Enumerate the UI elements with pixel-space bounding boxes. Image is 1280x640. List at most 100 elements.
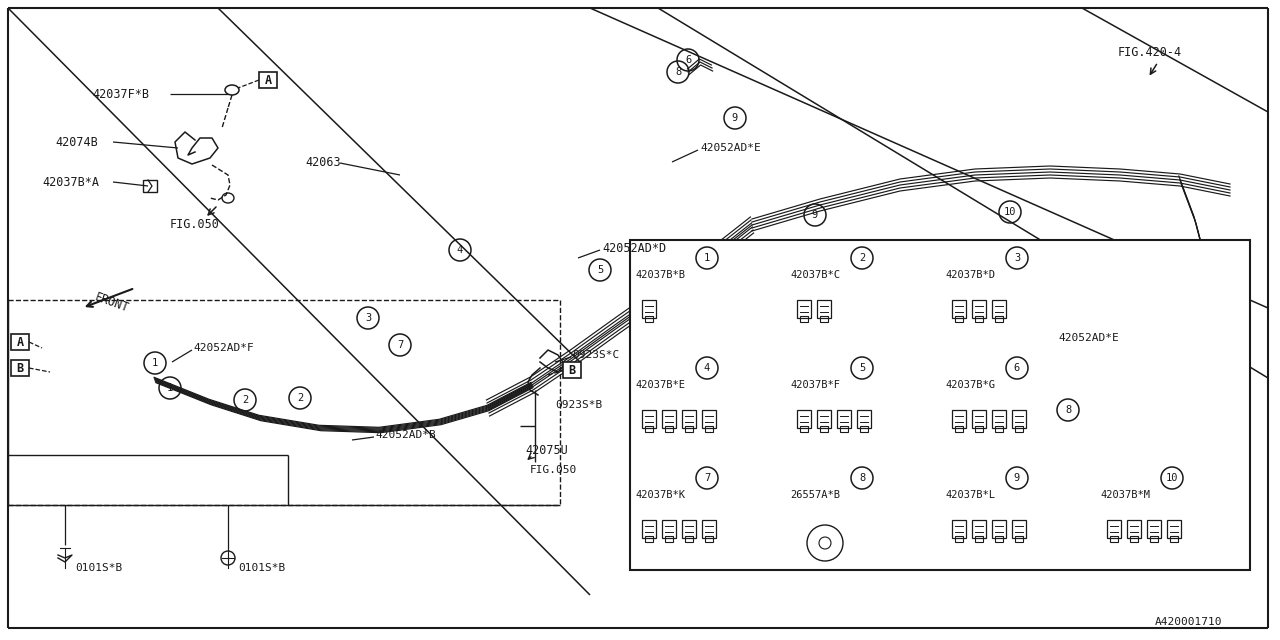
Bar — [992, 410, 1006, 428]
Text: FRONT: FRONT — [92, 291, 131, 316]
Bar — [797, 300, 812, 318]
Bar — [682, 520, 696, 538]
Text: FIG.050: FIG.050 — [530, 465, 577, 475]
Text: 42037B*C: 42037B*C — [790, 270, 840, 280]
Bar — [837, 410, 851, 428]
Bar — [645, 316, 653, 322]
Bar — [705, 536, 713, 542]
Text: 2: 2 — [297, 393, 303, 403]
Bar — [800, 316, 808, 322]
Bar — [1015, 426, 1023, 432]
Bar — [643, 410, 657, 428]
Bar — [1107, 520, 1121, 538]
Bar — [820, 426, 828, 432]
Bar — [643, 520, 657, 538]
Text: 42037B*L: 42037B*L — [945, 490, 995, 500]
Bar — [662, 410, 676, 428]
Bar — [817, 410, 831, 428]
Text: 0101S*B: 0101S*B — [238, 563, 285, 573]
Bar — [992, 520, 1006, 538]
Bar — [1126, 520, 1140, 538]
Bar — [995, 426, 1004, 432]
Text: 10: 10 — [1166, 473, 1179, 483]
Text: 7: 7 — [397, 340, 403, 350]
Text: 42037B*E: 42037B*E — [635, 380, 685, 390]
Bar — [972, 520, 986, 538]
Bar — [705, 426, 713, 432]
Bar — [952, 520, 966, 538]
Text: 42063: 42063 — [305, 157, 340, 170]
Bar — [682, 410, 696, 428]
Text: 6: 6 — [1014, 363, 1020, 373]
Bar — [955, 316, 963, 322]
Bar — [860, 426, 868, 432]
Text: 42052AD*B: 42052AD*B — [375, 430, 435, 440]
Text: A: A — [265, 74, 271, 86]
Bar — [820, 316, 828, 322]
Text: FIG.050: FIG.050 — [170, 218, 220, 232]
Bar — [666, 536, 673, 542]
Bar — [1149, 536, 1158, 542]
Text: 0101S*B: 0101S*B — [76, 563, 123, 573]
Bar — [817, 300, 831, 318]
Bar — [685, 536, 692, 542]
Bar — [995, 316, 1004, 322]
Bar — [1167, 520, 1181, 538]
Bar — [701, 520, 716, 538]
Bar — [972, 300, 986, 318]
Text: 4: 4 — [457, 245, 463, 255]
Bar — [645, 426, 653, 432]
Bar — [563, 362, 581, 378]
Text: 1: 1 — [166, 383, 173, 393]
Bar — [992, 300, 1006, 318]
Bar — [143, 180, 157, 192]
Text: 5: 5 — [596, 265, 603, 275]
Text: 0923S*C: 0923S*C — [572, 350, 620, 360]
Text: 42037B*M: 42037B*M — [1100, 490, 1149, 500]
Text: 1: 1 — [152, 358, 159, 368]
Text: B: B — [17, 362, 23, 374]
Bar — [955, 536, 963, 542]
Bar — [12, 360, 29, 376]
Text: 9: 9 — [732, 113, 739, 123]
Bar — [685, 426, 692, 432]
Text: 42052AD*E: 42052AD*E — [700, 143, 760, 153]
Text: 7: 7 — [704, 473, 710, 483]
Text: 8: 8 — [1065, 405, 1071, 415]
Bar — [797, 410, 812, 428]
Text: 0923S*B: 0923S*B — [556, 400, 603, 410]
Text: B: B — [568, 364, 576, 376]
Text: 4: 4 — [704, 363, 710, 373]
Text: 3: 3 — [365, 313, 371, 323]
Text: 42037B*D: 42037B*D — [945, 270, 995, 280]
Bar — [995, 536, 1004, 542]
Text: 3: 3 — [1014, 253, 1020, 263]
Bar — [1015, 536, 1023, 542]
Text: 42075U: 42075U — [525, 444, 568, 456]
Bar — [955, 426, 963, 432]
Bar — [1012, 410, 1027, 428]
Text: 42037B*G: 42037B*G — [945, 380, 995, 390]
Text: A: A — [17, 335, 23, 349]
Text: 9: 9 — [812, 210, 818, 220]
Bar — [701, 410, 716, 428]
Bar — [975, 316, 983, 322]
Bar — [800, 426, 808, 432]
Bar — [662, 520, 676, 538]
Bar — [1012, 520, 1027, 538]
Text: 42052AD*E: 42052AD*E — [1059, 333, 1119, 343]
Bar — [12, 334, 29, 350]
Text: 5: 5 — [859, 363, 865, 373]
Text: A420001710: A420001710 — [1155, 617, 1222, 627]
Bar — [666, 426, 673, 432]
Text: 8: 8 — [859, 473, 865, 483]
Text: 42037B*A: 42037B*A — [42, 175, 99, 189]
Bar — [975, 536, 983, 542]
Bar — [643, 300, 657, 318]
Bar — [1170, 536, 1178, 542]
Text: 42052AD*F: 42052AD*F — [193, 343, 253, 353]
Text: 6: 6 — [685, 55, 691, 65]
Text: 42037F*B: 42037F*B — [92, 88, 148, 100]
Bar — [259, 72, 276, 88]
Text: 26557A*B: 26557A*B — [790, 490, 840, 500]
